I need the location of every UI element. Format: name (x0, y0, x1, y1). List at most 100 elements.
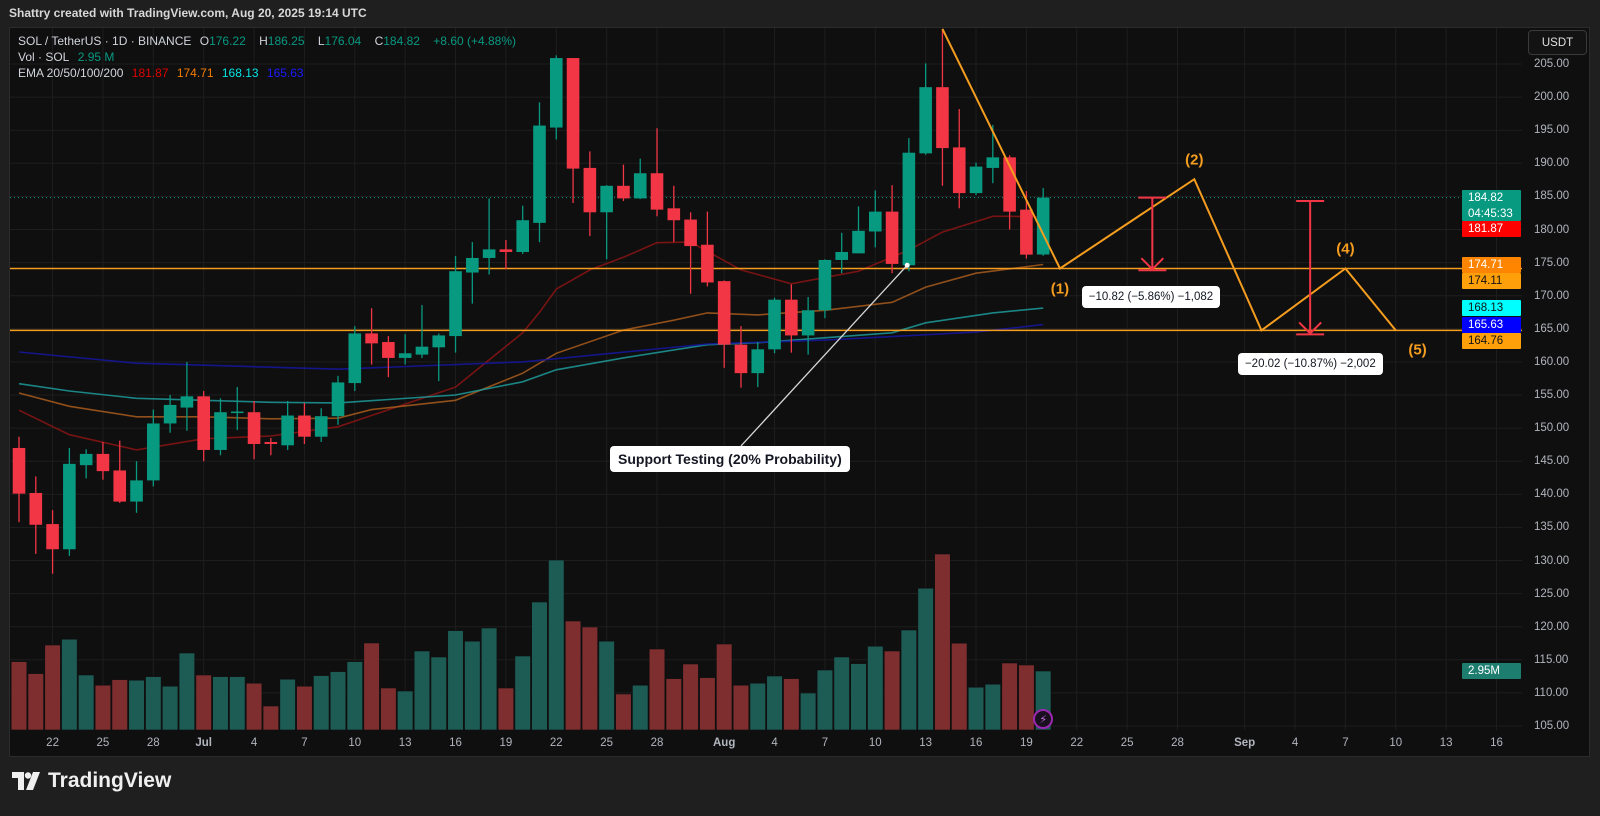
time-axis-label: 7 (301, 737, 308, 749)
legend-ema-row[interactable]: EMA 20/50/100/200 181.87 174.71 168.13 1… (18, 66, 309, 80)
price-axis-label: 150.00 (1534, 422, 1570, 435)
candle (818, 259, 832, 319)
candle (331, 375, 345, 425)
candle-body (298, 415, 311, 437)
price-badge-value: 181.87 (1468, 222, 1504, 235)
symbol-name[interactable]: SOL / TetherUS · 1D · BINANCE (18, 34, 192, 48)
volume-bar (900, 629, 917, 730)
price-badge: 174.71 (1462, 256, 1521, 273)
volume-bar (296, 685, 313, 730)
elliott-wave-path[interactable] (941, 28, 1397, 332)
time-axis-label: 16 (449, 737, 462, 749)
drawings[interactable] (740, 28, 1397, 447)
callout-anchor-dot[interactable] (904, 262, 910, 268)
time-axis-label: 16 (969, 737, 983, 749)
chart-caption: Shattry created with TradingView.com, Au… (9, 6, 367, 20)
volume-bar (430, 656, 447, 730)
price-axis-label: 180.00 (1534, 223, 1570, 236)
price-badge: 184.82 04:45:33 (1462, 189, 1521, 221)
candle-body (650, 173, 664, 210)
candle (130, 461, 143, 513)
candle (398, 334, 412, 365)
candle (432, 333, 446, 382)
volume-bar (984, 683, 1001, 730)
price-badge-value: 165.63 (1468, 318, 1504, 331)
candle (986, 124, 1000, 184)
time-axis-label: Jul (195, 737, 212, 749)
candle (499, 240, 513, 270)
price-badge-value: 164.76 (1468, 334, 1504, 347)
volume-bar (44, 644, 61, 730)
ema-label: EMA 20/50/100/200 (18, 66, 124, 80)
chart-frame[interactable] (9, 27, 1590, 757)
measure-label: −20.02 (−10.87%) −2,002 (1237, 353, 1383, 376)
volume-bar (749, 682, 766, 730)
time-axis-label: 16 (1490, 737, 1503, 749)
candle (180, 361, 194, 431)
volume-bar (917, 587, 934, 730)
candle (96, 442, 110, 480)
candle-body (617, 185, 630, 199)
candle-body (533, 125, 546, 223)
callout-pointer-line[interactable] (740, 264, 908, 447)
candle-body (415, 346, 429, 355)
candle (919, 63, 932, 155)
candle-body (835, 252, 849, 260)
volume-bar (397, 690, 414, 730)
time-axis-label: 10 (348, 737, 362, 749)
ema100-value: 168.13 (221, 66, 259, 80)
volume-bar (245, 682, 263, 730)
candle-body (63, 463, 76, 550)
time-axis-label: 28 (650, 737, 664, 749)
candle (63, 447, 76, 556)
tradingview-logo[interactable]: TradingView (12, 769, 171, 793)
volume-bar (363, 642, 380, 730)
support-callout-label[interactable]: Support Testing (20% Probability) (610, 445, 850, 472)
candle-body (12, 447, 26, 494)
candle-body (466, 257, 479, 273)
candle (163, 395, 177, 433)
time-axis-label: 19 (499, 737, 513, 749)
candle-body (936, 87, 949, 149)
volume-bar (531, 601, 548, 730)
candle-body (29, 492, 43, 525)
candle-body (449, 271, 462, 337)
volume-bar (380, 687, 397, 730)
candle-body (952, 147, 966, 194)
horizontal-levels[interactable] (10, 197, 1522, 332)
ohlc-high: H186.25 (259, 34, 309, 48)
price-axis-label: 135.00 (1534, 521, 1570, 534)
candle-body (147, 423, 160, 481)
price-badge: 174.11 (1462, 272, 1521, 289)
candle-body (717, 281, 731, 345)
candle (365, 308, 378, 365)
candle-body (499, 249, 513, 253)
lightning-event-icon[interactable]: ⚡ (1033, 709, 1054, 729)
time-axis-label: 13 (398, 737, 412, 749)
price-badge: 181.87 (1462, 220, 1521, 237)
volume-bar (61, 638, 78, 730)
candle-body (180, 396, 194, 408)
volume-bar (447, 630, 464, 730)
ema50-value: 174.71 (176, 66, 214, 80)
time-axis-label: 25 (96, 737, 110, 749)
legend-volume-row[interactable]: Vol · SOL 2.95 M (18, 50, 119, 64)
wave-label: (1) (1050, 280, 1070, 298)
volume-bar (1018, 664, 1035, 730)
currency-button[interactable]: USDT (1528, 30, 1587, 55)
candle (348, 326, 362, 392)
high-value: 186.25 (267, 34, 305, 48)
candle (852, 206, 865, 254)
candle-body (331, 382, 345, 417)
volume-bar (682, 663, 699, 730)
candle (801, 297, 815, 355)
candle-body (667, 208, 681, 221)
time-axis-label: 7 (821, 737, 829, 749)
measure-label: −10.82 (−5.86%) −1,082 (1081, 285, 1221, 308)
candle-body (684, 219, 697, 247)
tradingview-logo-icon (12, 772, 40, 790)
candle-body (1020, 209, 1033, 255)
volume-bar (867, 645, 884, 730)
volume-badge: 2.95M (1462, 663, 1521, 679)
